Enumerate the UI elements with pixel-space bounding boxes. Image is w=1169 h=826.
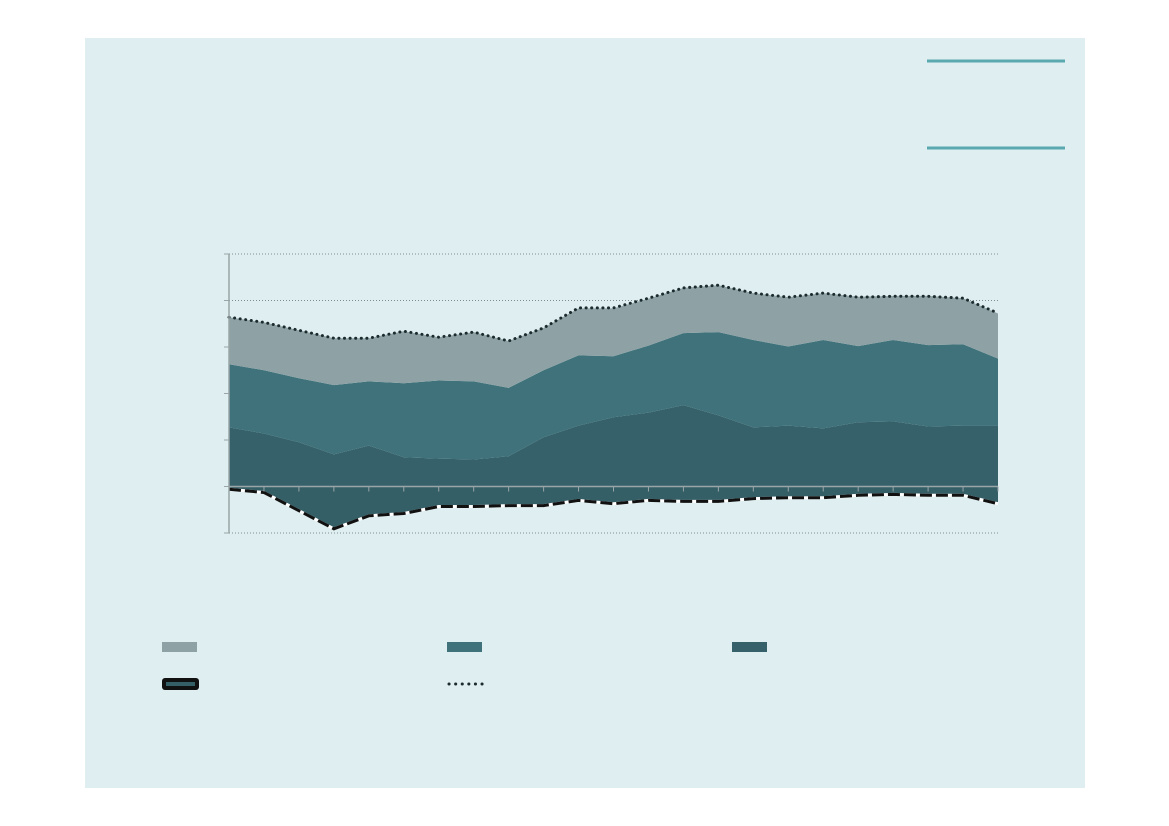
total-line [227,283,1000,343]
legend-swatch [162,642,197,652]
negative-line [228,487,999,531]
area [229,332,998,460]
legend-swatch [166,682,195,686]
area [229,285,998,388]
legend [162,642,767,690]
plot [224,253,1000,534]
legend-swatch [732,642,767,652]
legend-swatch [447,642,482,652]
area [229,405,998,487]
